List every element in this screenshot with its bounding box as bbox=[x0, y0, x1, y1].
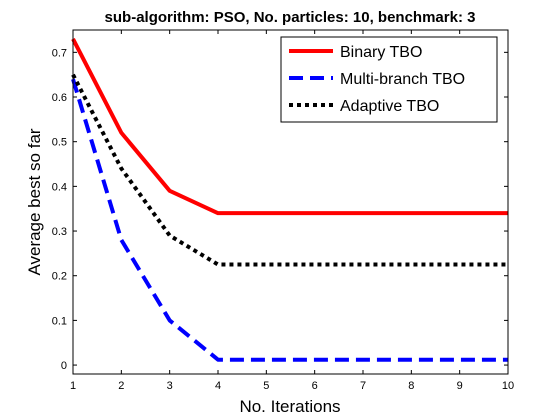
x-tick-label: 8 bbox=[408, 380, 414, 392]
x-tick-label: 2 bbox=[118, 380, 124, 392]
y-axis-label: Average best so far bbox=[25, 128, 44, 275]
chart-title: sub-algorithm: PSO, No. particles: 10, b… bbox=[105, 9, 476, 26]
legend-label-1: Binary TBO bbox=[340, 44, 422, 61]
legend-label-2: Multi-branch TBO bbox=[340, 71, 465, 88]
y-tick-label: 0.7 bbox=[52, 47, 67, 59]
y-tick-label: 0.2 bbox=[52, 271, 67, 283]
y-tick-label: 0.5 bbox=[52, 137, 67, 149]
series-line-3 bbox=[71, 73, 508, 267]
x-tick-label: 5 bbox=[263, 380, 269, 392]
series-line-1 bbox=[71, 38, 508, 216]
x-axis: 1 2 3 4 5 6 7 8 9 10 bbox=[70, 30, 514, 392]
y-tick-label: 0.6 bbox=[52, 92, 67, 104]
y-tick-label: 0 bbox=[61, 360, 67, 372]
x-tick-label: 7 bbox=[360, 380, 366, 392]
series-line-2 bbox=[71, 78, 508, 362]
plot-frame bbox=[72, 29, 509, 375]
x-tick-label: 3 bbox=[167, 380, 173, 392]
y-tick-label: 0.4 bbox=[52, 181, 67, 193]
y-tick-label: 0.1 bbox=[52, 315, 67, 327]
legend: Binary TBO Multi-branch TBO Adaptive TBO bbox=[280, 36, 498, 123]
legend-label-3: Adaptive TBO bbox=[340, 98, 439, 115]
x-tick-label: 10 bbox=[502, 380, 514, 392]
x-axis-label: No. Iterations bbox=[239, 397, 340, 416]
series-layer bbox=[71, 38, 508, 362]
y-tick-label: 0.3 bbox=[52, 226, 67, 238]
x-tick-label: 9 bbox=[457, 380, 463, 392]
x-tick-label: 1 bbox=[70, 380, 76, 392]
x-tick-label: 4 bbox=[215, 380, 221, 392]
x-tick-label: 6 bbox=[312, 380, 318, 392]
y-axis: 0 0.1 0.2 0.3 0.4 0.5 0.6 0.7 bbox=[52, 47, 508, 372]
